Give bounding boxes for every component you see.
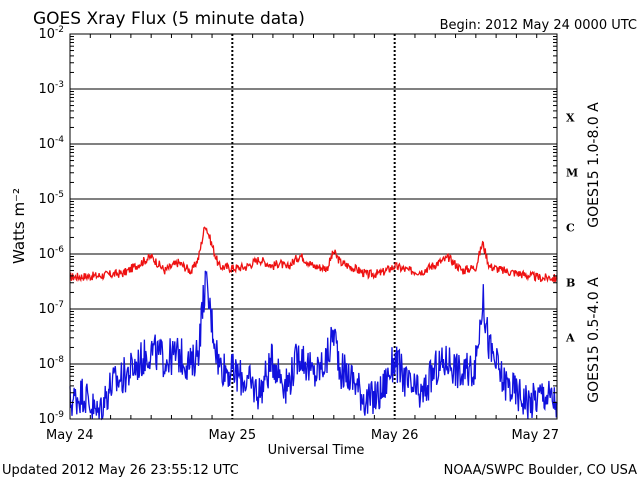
flare-class-label: A [565,332,575,345]
flare-class-labels: X M C B A [565,112,578,345]
tick-marks [70,34,557,419]
flare-class-label: M [566,167,578,180]
y-axis-label: Watts m⁻² [10,188,28,264]
y-tick-exponent: -3 [55,80,64,90]
y-tick-exponent: -8 [55,355,64,365]
y-tick-label: 10-8 [38,355,64,372]
x-tick-label: May 24 [46,428,94,443]
chart-title: GOES Xray Flux (5 minute data) [33,9,305,29]
credit-label: NOAA/SWPC Boulder, CO USA [444,463,637,478]
legend-short-channel: GOES15 0.5-4.0 A [586,277,602,403]
y-tick-labels: 10-9 10-8 10-7 10-6 10-5 10-4 10-3 10-2 [38,25,64,427]
y-tick-exponent: -2 [55,25,64,35]
updated-timestamp: Updated 2012 May 26 23:55:12 UTC [2,463,239,478]
y-tick-label: 10-2 [38,25,64,42]
y-tick-label: 10-6 [38,245,64,262]
series-line-short-channel [69,270,558,421]
begin-label: Begin: 2012 May 24 0000 UTC [440,18,637,33]
x-tick-label: May 26 [371,428,419,443]
x-tick-label: May 27 [511,428,559,443]
x-tick-label: May 25 [209,428,257,443]
legend-long-channel: GOES15 1.0-8.0 A [586,102,602,228]
y-tick-label: 10-7 [38,300,64,317]
y-tick-label: 10-5 [38,190,64,207]
flare-class-label: C [566,222,575,235]
y-tick-exponent: -4 [55,135,64,145]
y-tick-label: 10-4 [38,135,64,152]
y-tick-exponent: -5 [55,190,64,200]
y-tick-exponent: -6 [55,245,64,255]
x-axis-label: Universal Time [268,443,365,458]
flare-class-label: B [566,277,575,290]
series-line-long-channel [69,226,558,283]
y-tick-exponent: -7 [55,300,64,310]
flare-class-label: X [566,112,575,125]
y-tick-exponent: -9 [55,410,64,420]
y-tick-label: 10-9 [38,410,64,427]
x-tick-labels: May 24 May 25 May 26 May 27 [46,428,559,443]
series-layer [69,226,558,421]
y-tick-label: 10-3 [38,80,64,97]
